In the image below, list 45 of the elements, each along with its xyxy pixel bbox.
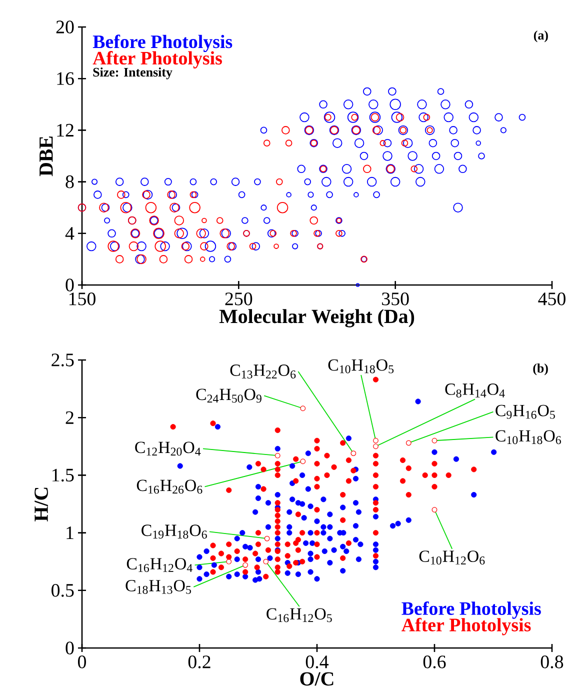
y-tick-label: 1.5 — [52, 468, 74, 482]
y-axis-title: H/C — [34, 488, 48, 522]
y-tick-label: 12 — [57, 124, 74, 136]
x-tick-label: 0.6 — [423, 656, 446, 668]
annotation: (b) — [533, 364, 548, 376]
x-axis-title: Molecular Weight (Da) — [219, 309, 414, 328]
y-tick-label: 8 — [66, 175, 74, 188]
x-tick-label: 250 — [225, 292, 252, 306]
text: After Photolysis — [92, 51, 222, 68]
annotation: (a) — [534, 30, 548, 42]
x-tick-label: 0.4 — [306, 656, 329, 668]
y-tick-label: 2 — [66, 411, 74, 424]
annotation: C$_{8}$H$_{14}$O$_{4}$ — [445, 384, 505, 398]
x-tick-label: 150 — [69, 292, 96, 306]
x-tick-label: 350 — [382, 292, 409, 306]
annotation: C$_{9}$H$_{16}$O$_{5}$ — [496, 404, 555, 419]
annotation: C$_{13}$H$_{22}$O$_{6}$ — [230, 364, 296, 378]
x-tick-label: 0.2 — [188, 656, 210, 668]
legend-title: Size: Intensity — [93, 67, 172, 80]
annotation: C$_{10}$H$_{18}$O$_{5}$ — [328, 359, 394, 374]
annotation: C$_{16}$H$_{26}$O$_{6}$ — [136, 480, 202, 494]
annotation: C$_{16}$H$_{12}$O$_{5}$ — [266, 608, 332, 622]
x-tick-label: 450 — [538, 292, 566, 306]
annotation: C$_{24}$H$_{50}$O$_{9}$ — [196, 388, 262, 403]
x-tick-label: 0 — [78, 656, 86, 668]
annotation: C$_{10}$H$_{18}$O$_{6}$ — [496, 430, 561, 444]
annotation: C$_{18}$H$_{13}$O$_{5}$ — [126, 580, 191, 594]
y-tick-label: 0 — [66, 278, 74, 292]
annotation: C$_{12}$H$_{20}$O$_{4}$ — [135, 442, 201, 456]
text: Before Photolysis — [402, 601, 541, 619]
y-tick-label: 1 — [66, 526, 74, 540]
annotation: C$_{19}$H$_{18}$O$_{6}$ — [142, 524, 207, 539]
y-tick-label: 0 — [66, 642, 74, 654]
y-tick-label: 2.5 — [52, 354, 74, 366]
annotation: C$_{10}$H$_{12}$O$_{6}$ — [419, 550, 485, 565]
y-tick-label: 4 — [65, 227, 74, 240]
text: Before Photolysis — [92, 34, 232, 52]
y-axis-title: DBE — [40, 136, 53, 176]
x-axis-title: O/C — [300, 672, 334, 686]
y-tick-label: 16 — [57, 72, 74, 85]
y-tick-label: 0.5 — [52, 584, 74, 597]
annotation: C$_{16}$H$_{12}$O$_{4}$ — [126, 558, 192, 572]
text: After Photolysis — [402, 618, 531, 636]
x-tick-label: 0.8 — [540, 656, 564, 668]
y-tick-label: 20 — [56, 20, 74, 34]
